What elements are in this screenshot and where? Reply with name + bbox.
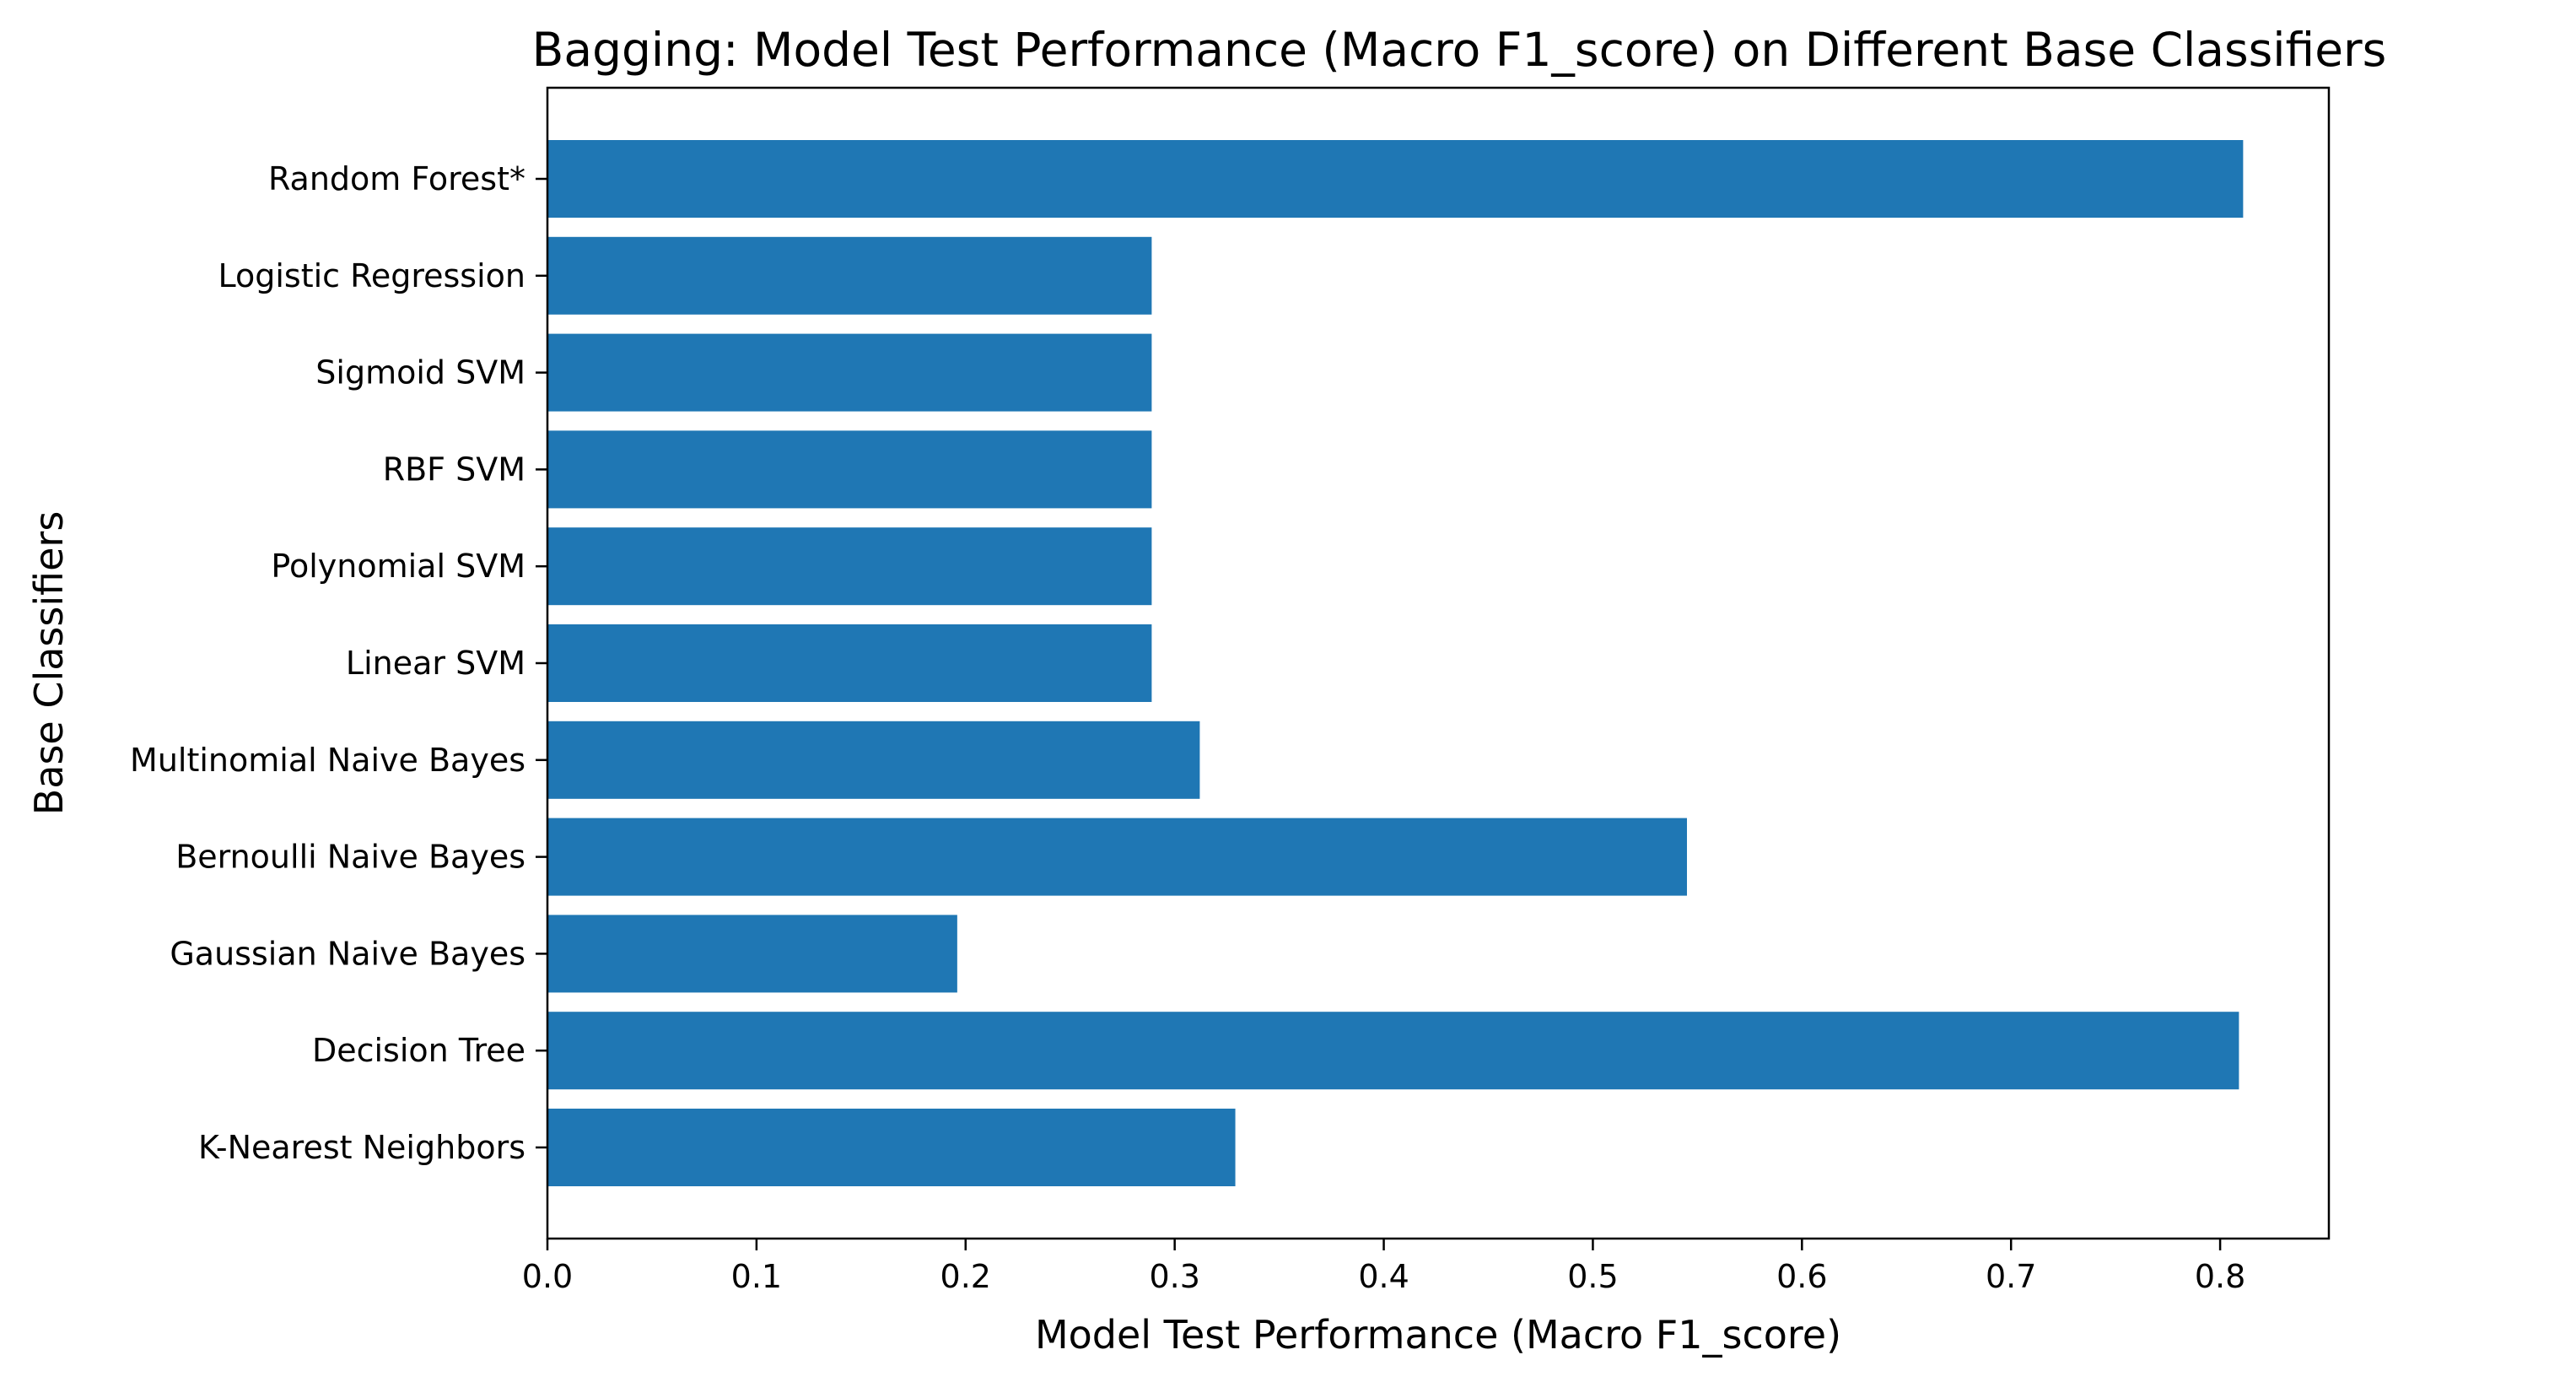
bar-multinomial-naive-bayes bbox=[547, 721, 1200, 799]
y-axis-label: Base Classifiers bbox=[26, 511, 72, 816]
x-tick-label: 0.2 bbox=[940, 1258, 991, 1295]
y-tick-label: Gaussian Naive Bayes bbox=[170, 935, 525, 972]
x-axis-label: Model Test Performance (Macro F1_score) bbox=[1035, 1312, 1841, 1358]
bar-rbf-svm bbox=[547, 430, 1152, 509]
y-tick-label: Bernoulli Naive Bayes bbox=[175, 839, 525, 876]
y-tick-label: Linear SVM bbox=[346, 645, 525, 682]
plot-frame bbox=[546, 86, 2331, 1240]
y-tick-label: Sigmoid SVM bbox=[315, 354, 525, 391]
bar-decision-tree bbox=[547, 1012, 2239, 1090]
x-tick-label: 0.7 bbox=[1986, 1258, 2036, 1295]
x-tick-label: 0.5 bbox=[1567, 1258, 1618, 1295]
x-tick-label: 0.0 bbox=[522, 1258, 573, 1295]
y-axis-ticks: K-Nearest Neighbors Decision Tree Gaussian… bbox=[130, 160, 547, 1166]
x-axis-ticks: 0.0 0.1 0.2 0.3 0.4 0.5 0.6 0.7 0.8 bbox=[522, 1239, 2245, 1295]
bar-k-nearest-neighbors bbox=[547, 1109, 1236, 1186]
bar-gaussian-naive-bayes bbox=[547, 915, 957, 993]
y-tick-label: Decision Tree bbox=[312, 1032, 525, 1069]
y-tick-label: Logistic Regression bbox=[218, 257, 525, 294]
y-tick-label: Multinomial Naive Bayes bbox=[130, 742, 525, 779]
bar-linear-svm bbox=[547, 624, 1152, 702]
x-tick-label: 0.1 bbox=[731, 1258, 782, 1295]
x-tick-label: 0.8 bbox=[2195, 1258, 2245, 1295]
y-tick-label: K-Nearest Neighbors bbox=[198, 1129, 525, 1166]
y-tick-label: Random Forest* bbox=[268, 160, 525, 197]
y-tick-label: RBF SVM bbox=[383, 451, 525, 488]
x-tick-label: 0.6 bbox=[1776, 1258, 1827, 1295]
x-tick-label: 0.4 bbox=[1358, 1258, 1409, 1295]
x-tick-label: 0.3 bbox=[1149, 1258, 1199, 1295]
bar-polynomial-svm bbox=[547, 527, 1152, 606]
bar-sigmoid-svm bbox=[547, 333, 1152, 412]
bars-group bbox=[547, 140, 2244, 1186]
bar-bernoulli-naive-bayes bbox=[547, 818, 1687, 896]
bar-random-forest bbox=[547, 140, 2244, 218]
bar-logistic-regression bbox=[547, 236, 1152, 315]
chart-title: Bagging: Model Test Performance (Macro F… bbox=[532, 23, 2387, 77]
y-tick-label: Polynomial SVM bbox=[271, 548, 525, 585]
